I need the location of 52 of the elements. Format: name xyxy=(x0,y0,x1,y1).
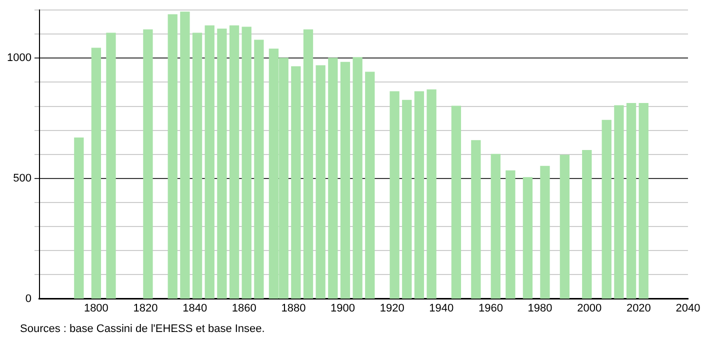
bar xyxy=(626,103,636,299)
bar xyxy=(106,32,116,299)
bar xyxy=(303,29,314,299)
y-tick-label: 0 xyxy=(25,292,32,305)
bar xyxy=(168,14,178,299)
y-tick-label: 500 xyxy=(13,172,32,184)
bar xyxy=(352,57,362,299)
bar xyxy=(229,25,240,299)
bar xyxy=(291,66,301,299)
bar xyxy=(242,26,252,299)
bar xyxy=(490,154,500,299)
x-tick-label: 1820 xyxy=(133,302,158,314)
bar xyxy=(638,103,648,299)
bar xyxy=(602,120,612,299)
bar xyxy=(426,89,436,299)
bar xyxy=(340,62,350,299)
source-note: Sources : base Cassini de l'EHESS et base Insee. xyxy=(20,323,265,335)
bar xyxy=(614,105,624,299)
bar xyxy=(204,25,214,299)
x-tick-label: 1980 xyxy=(528,302,552,314)
bar xyxy=(540,166,550,299)
bar xyxy=(365,72,375,299)
x-tick-label: 1840 xyxy=(182,302,208,314)
bar xyxy=(328,58,338,299)
bar xyxy=(471,140,481,299)
x-tick-label: 1960 xyxy=(478,302,503,314)
x-tick-label: 1900 xyxy=(330,302,356,314)
bar xyxy=(74,137,84,299)
bar xyxy=(522,177,533,299)
x-tick-label: 1800 xyxy=(84,302,108,314)
bar xyxy=(414,91,424,299)
bar xyxy=(506,170,516,299)
bar xyxy=(217,28,227,299)
y-tick-label: 1000 xyxy=(6,52,32,64)
bar xyxy=(91,48,102,299)
x-tick-label: 2020 xyxy=(626,302,651,314)
x-tick-label: 2000 xyxy=(577,302,602,314)
x-tick-label: 1920 xyxy=(380,302,404,314)
bar xyxy=(560,154,570,299)
x-tick-label: 2040 xyxy=(676,302,700,314)
bar xyxy=(143,29,153,299)
x-tick-label: 1860 xyxy=(232,302,256,314)
bar xyxy=(192,32,202,299)
bar xyxy=(180,12,190,299)
bar xyxy=(254,40,264,299)
bar xyxy=(451,106,462,299)
x-tick-label: 1880 xyxy=(281,302,306,314)
bar xyxy=(582,150,592,299)
bar xyxy=(316,65,326,299)
x-tick-label: 1940 xyxy=(429,302,454,314)
bar xyxy=(402,100,412,299)
bar xyxy=(390,91,400,299)
